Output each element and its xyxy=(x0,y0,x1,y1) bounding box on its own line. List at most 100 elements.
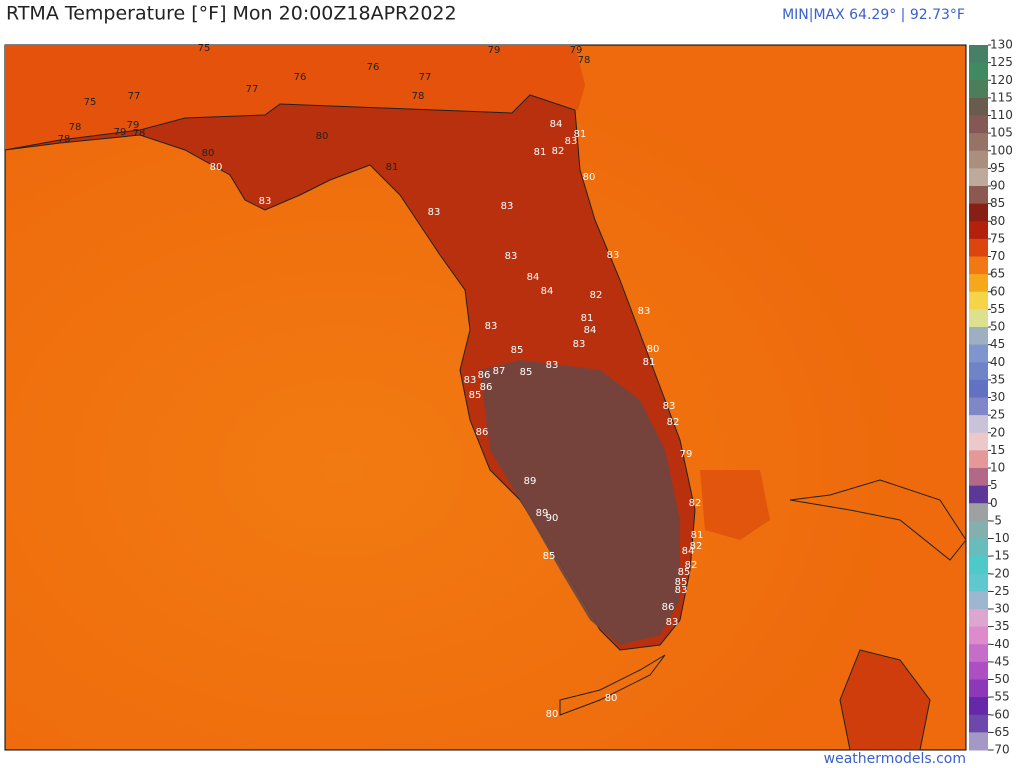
station-value: 83 xyxy=(666,617,679,628)
station-value: 82 xyxy=(552,146,565,157)
station-value: 84 xyxy=(550,119,563,130)
colorbar-label: -45 xyxy=(990,654,1010,668)
colorbar-label: -50 xyxy=(990,672,1010,686)
colorbar-label: 100 xyxy=(990,143,1013,157)
station-value: 83 xyxy=(259,196,272,207)
colorbar-label: 15 xyxy=(990,443,1005,457)
station-value: 84 xyxy=(527,272,540,283)
colorbar-band xyxy=(969,573,988,592)
station-value: 85 xyxy=(675,577,688,588)
colorbar-label: 70 xyxy=(990,249,1005,263)
station-value: 76 xyxy=(294,72,307,83)
warm-ocean xyxy=(700,470,770,540)
station-value: 83 xyxy=(546,360,559,371)
colorbar-band xyxy=(969,697,988,716)
station-value: 80 xyxy=(316,131,329,142)
colorbar-label: -30 xyxy=(990,602,1010,616)
station-value: 83 xyxy=(565,136,578,147)
station-value: 79 xyxy=(570,45,583,56)
colorbar-band xyxy=(969,432,988,451)
colorbar-band xyxy=(969,62,988,81)
colorbar-label: 50 xyxy=(990,320,1005,334)
colorbar-label: -35 xyxy=(990,619,1010,633)
colorbar-label: 35 xyxy=(990,372,1005,386)
station-value: 81 xyxy=(691,530,704,541)
colorbar-band xyxy=(969,468,988,487)
station-value: 83 xyxy=(638,306,651,317)
station-value: 78 xyxy=(578,55,591,66)
colorbar-label: 75 xyxy=(990,231,1005,245)
colorbar-label: -60 xyxy=(990,707,1010,721)
station-value: 80 xyxy=(546,709,559,720)
colorbar-label: 30 xyxy=(990,390,1005,404)
colorbar-label: 25 xyxy=(990,408,1005,422)
station-value: 83 xyxy=(464,375,477,386)
station-value: 79 xyxy=(488,45,501,56)
colorbar-label: -15 xyxy=(990,549,1010,563)
colorbar-label: 65 xyxy=(990,267,1005,281)
colorbar-band xyxy=(969,732,988,751)
min-max: MIN|MAX 64.29° | 92.73°F xyxy=(782,7,965,23)
station-value: 86 xyxy=(478,370,491,381)
station-value: 76 xyxy=(367,62,380,73)
colorbar-band xyxy=(969,450,988,469)
station-value: 83 xyxy=(501,201,514,212)
colorbar-band xyxy=(969,150,988,169)
station-value: 86 xyxy=(480,382,493,393)
colorbar-label: -55 xyxy=(990,690,1010,704)
station-value: 83 xyxy=(485,321,498,332)
station-value: 79 xyxy=(127,120,140,131)
colorbar-label: -10 xyxy=(990,531,1010,545)
station-value: 83 xyxy=(573,339,586,350)
colorbar-label: 130 xyxy=(990,38,1013,52)
station-value: 82 xyxy=(590,290,603,301)
title: RTMA Temperature [°F] Mon 20:00Z18APR202… xyxy=(6,3,457,25)
colorbar-band xyxy=(969,238,988,257)
colorbar-label: 40 xyxy=(990,355,1005,369)
station-value: 80 xyxy=(202,148,215,159)
station-value: 86 xyxy=(476,427,489,438)
colorbar-label: 95 xyxy=(990,161,1005,175)
station-value: 77 xyxy=(246,84,259,95)
colorbar-band xyxy=(969,309,988,328)
colorbar-band xyxy=(969,485,988,504)
colorbar-label: 85 xyxy=(990,196,1005,210)
colorbar-label: -25 xyxy=(990,584,1010,598)
colorbar-band xyxy=(969,661,988,680)
station-value: 81 xyxy=(643,357,656,368)
station-value: 85 xyxy=(511,345,524,356)
station-value: 81 xyxy=(534,147,547,158)
station-value: 83 xyxy=(428,207,441,218)
hot-region xyxy=(480,360,680,645)
colorbar-band xyxy=(969,133,988,152)
station-value: 75 xyxy=(84,97,97,108)
station-value: 84 xyxy=(541,286,554,297)
station-value: 75 xyxy=(198,43,211,54)
station-value: 80 xyxy=(210,162,223,173)
station-value: 82 xyxy=(690,541,703,552)
colorbar-label: 120 xyxy=(990,73,1013,87)
station-value: 90 xyxy=(546,513,559,524)
station-value: 81 xyxy=(386,162,399,173)
colorbar-band xyxy=(969,97,988,116)
colorbar-band xyxy=(969,679,988,698)
station-value: 85 xyxy=(520,367,533,378)
colorbar-label: 125 xyxy=(990,55,1013,69)
colorbar-label: 105 xyxy=(990,126,1013,140)
colorbar-band xyxy=(969,415,988,434)
colorbar-band xyxy=(969,327,988,346)
station-value: 89 xyxy=(536,508,549,519)
station-value: 81 xyxy=(581,313,594,324)
station-value: 83 xyxy=(675,585,688,596)
colorbar-label: 45 xyxy=(990,337,1005,351)
station-value: 82 xyxy=(689,498,702,509)
colorbar-band xyxy=(969,397,988,416)
station-value: 83 xyxy=(505,251,518,262)
colorbar-band xyxy=(969,221,988,240)
colorbar-label: 90 xyxy=(990,179,1005,193)
station-value: 77 xyxy=(128,91,141,102)
colorbar-label: -40 xyxy=(990,637,1010,651)
colorbar-label: 60 xyxy=(990,284,1005,298)
colorbar-band xyxy=(969,556,988,575)
